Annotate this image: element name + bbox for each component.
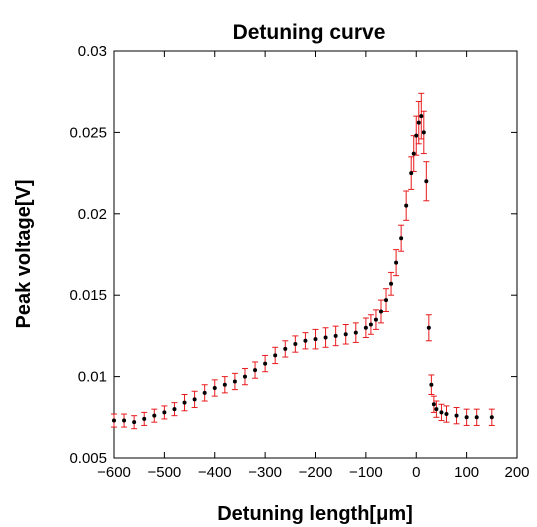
data-point bbox=[162, 410, 167, 415]
data-point bbox=[384, 298, 389, 303]
data-point bbox=[192, 397, 197, 402]
data-point bbox=[242, 374, 247, 379]
data-point bbox=[454, 413, 459, 418]
data-point bbox=[416, 120, 421, 125]
data-point bbox=[303, 338, 308, 343]
data-point bbox=[426, 325, 431, 330]
x-tick-label: −400 bbox=[198, 464, 232, 481]
x-tick-label: 0 bbox=[412, 464, 420, 481]
data-points bbox=[112, 114, 494, 425]
data-point bbox=[172, 407, 177, 412]
plot-frame bbox=[113, 50, 518, 459]
data-point bbox=[222, 382, 227, 387]
x-tick-label: −100 bbox=[349, 464, 383, 481]
data-point bbox=[411, 151, 416, 156]
data-point bbox=[253, 368, 258, 373]
data-point bbox=[323, 335, 328, 340]
data-point bbox=[333, 333, 338, 338]
data-point bbox=[424, 179, 429, 184]
chart-title: Detuning curve bbox=[233, 21, 386, 44]
y-axis-label: Peak voltage[V] bbox=[13, 180, 35, 329]
data-point bbox=[263, 361, 268, 366]
data-point bbox=[409, 171, 414, 176]
data-point bbox=[283, 346, 288, 351]
x-tick-label: −200 bbox=[299, 464, 333, 481]
data-point bbox=[431, 402, 436, 407]
data-point bbox=[132, 420, 137, 425]
y-tick-label: 0.005 bbox=[69, 450, 107, 467]
data-point bbox=[152, 413, 157, 418]
data-point bbox=[414, 133, 419, 138]
data-point bbox=[394, 260, 399, 265]
x-tick-label: 100 bbox=[454, 464, 479, 481]
y-tick-label: 0.01 bbox=[78, 369, 107, 386]
data-point bbox=[404, 203, 409, 208]
y-tick-label: 0.015 bbox=[69, 287, 107, 304]
data-point bbox=[444, 412, 449, 417]
data-point bbox=[202, 390, 207, 395]
data-point bbox=[474, 415, 479, 420]
data-point bbox=[212, 385, 217, 390]
data-point bbox=[142, 416, 147, 421]
data-point bbox=[373, 317, 378, 322]
data-point bbox=[232, 379, 237, 384]
data-point bbox=[122, 418, 127, 423]
x-tick-label: 200 bbox=[504, 464, 529, 481]
data-point bbox=[464, 415, 469, 420]
error-bars bbox=[111, 92, 495, 430]
data-point bbox=[112, 418, 116, 423]
y-tick-label: 0.025 bbox=[69, 124, 107, 141]
data-point bbox=[273, 353, 278, 358]
data-point bbox=[363, 325, 368, 330]
data-point bbox=[389, 281, 394, 286]
x-tick-label: −600 bbox=[97, 464, 131, 481]
data-point bbox=[421, 130, 426, 135]
data-point bbox=[434, 407, 439, 412]
data-point bbox=[343, 332, 348, 337]
data-point bbox=[429, 382, 434, 387]
data-point bbox=[439, 410, 444, 415]
data-point bbox=[489, 415, 494, 420]
data-point bbox=[313, 337, 318, 342]
data-point bbox=[368, 322, 373, 327]
data-point bbox=[419, 114, 424, 119]
data-point bbox=[293, 342, 298, 347]
x-axis: −600 −500 −400 −300 −200 −100 0 100 200 bbox=[97, 51, 530, 481]
y-axis: 0.005 0.01 0.015 0.02 0.025 0.03 bbox=[69, 43, 517, 467]
y-tick-label: 0.03 bbox=[78, 43, 107, 60]
y-tick-label: 0.02 bbox=[78, 206, 107, 223]
x-tick-label: −300 bbox=[248, 464, 282, 481]
x-tick-label: −500 bbox=[147, 464, 181, 481]
x-axis-label: Detuning length[μm] bbox=[217, 503, 413, 525]
data-point bbox=[353, 330, 358, 335]
data-point bbox=[399, 236, 404, 241]
data-point bbox=[378, 309, 383, 314]
data-point bbox=[182, 400, 187, 405]
